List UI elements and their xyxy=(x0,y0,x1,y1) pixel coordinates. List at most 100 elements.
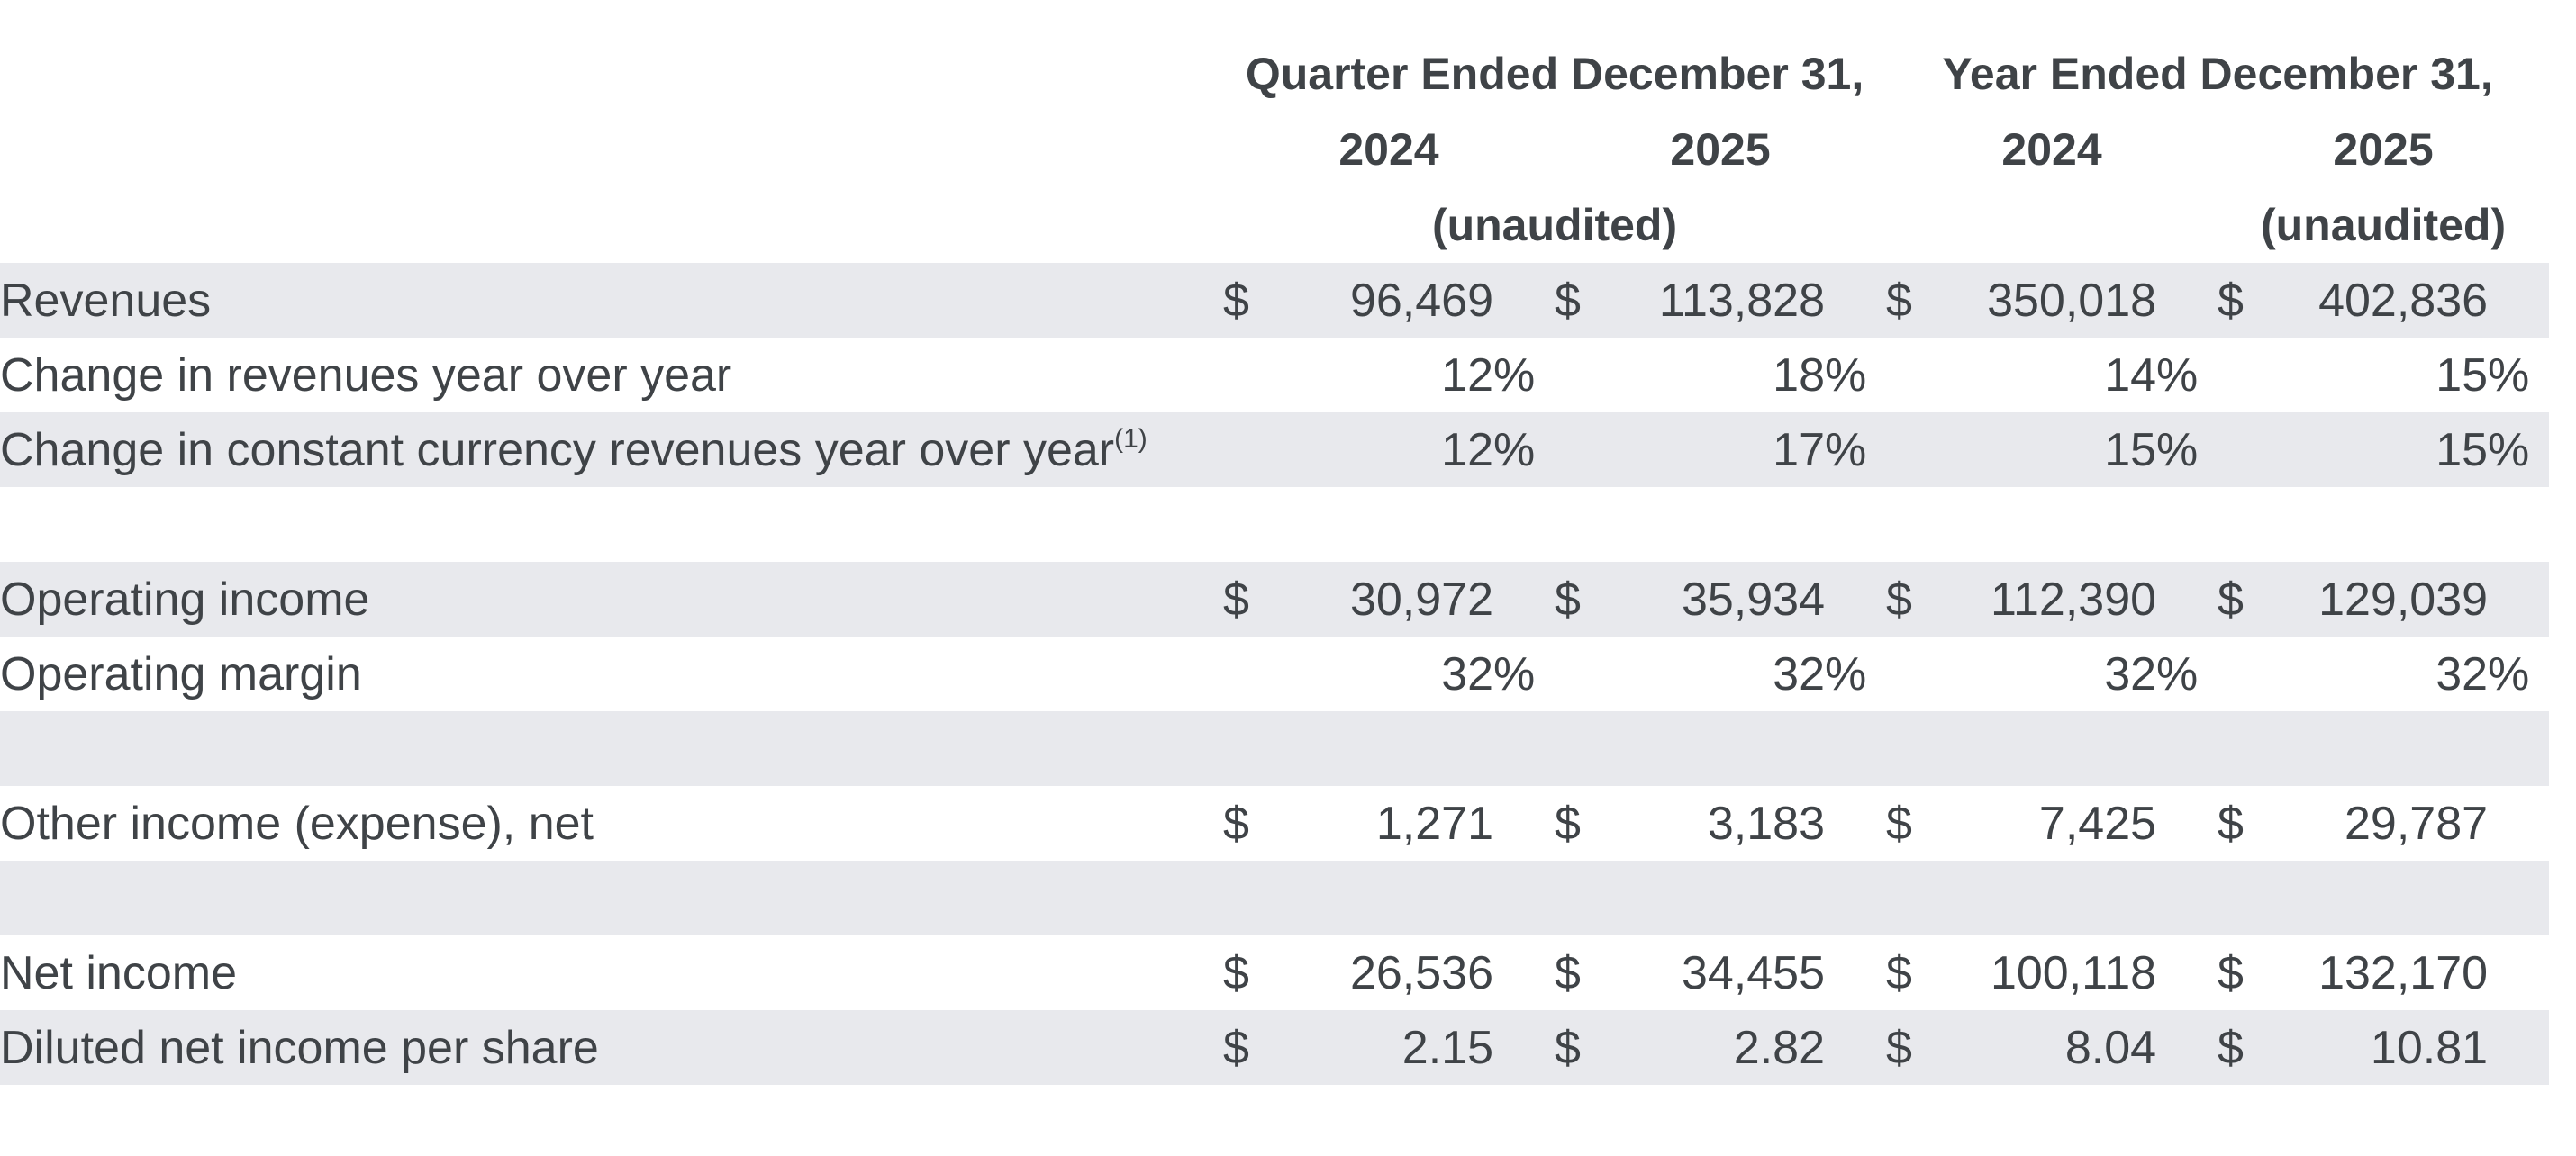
header-year-q1: 2024 xyxy=(1338,124,1439,175)
page: { "header": { "col_groups": [ { "label":… xyxy=(0,36,2576,1156)
table-row: Operating margin 32% 32% 32% 32% xyxy=(0,637,2549,711)
suffix-cell xyxy=(2488,263,2550,338)
currency-symbol-cell: $ xyxy=(1555,263,1619,338)
currency-symbol-cell xyxy=(2218,338,2282,412)
currency-symbol-cell xyxy=(1223,861,1288,935)
header-spacer xyxy=(0,112,1223,187)
value-cell: 10.81 xyxy=(2282,1010,2489,1085)
header-spacer xyxy=(0,187,1223,263)
table-row: Diluted net income per share $2.15 $2.82 $8… xyxy=(0,1010,2550,1085)
value-cell: 132,170 xyxy=(2318,946,2489,999)
suffix-cell xyxy=(1493,1010,1555,1085)
value-cell: 30,972 xyxy=(1288,562,1493,637)
value-cell: 96,469 xyxy=(1288,263,1493,338)
header-year-y1: 2024 xyxy=(2001,124,2102,175)
row-label: Other income (expense), net xyxy=(0,797,594,850)
value-cell: 32 xyxy=(1441,647,1493,700)
value-cell xyxy=(2282,487,2488,562)
suffix-cell xyxy=(2156,562,2218,637)
table-row: Operating income $30,972 $35,934 $112,390 $1… xyxy=(0,562,2550,637)
currency-symbol-cell xyxy=(1886,412,1952,487)
header-year-q2: 2025 xyxy=(1670,124,1771,175)
currency-symbol-cell xyxy=(1555,412,1619,487)
value-cell xyxy=(1951,711,2157,786)
value-cell: 18 xyxy=(1773,348,1825,402)
financial-summary-table: Quarter Ended December 31, Year Ended De… xyxy=(0,36,2550,1085)
value-cell: 32 xyxy=(2104,647,2157,700)
blank-row xyxy=(0,487,2549,562)
row-label: Revenues xyxy=(0,263,1223,338)
value-cell xyxy=(1288,711,1493,786)
suffix-cell: % xyxy=(2156,348,2199,402)
value-cell: 402,836 xyxy=(2282,263,2489,338)
suffix-cell xyxy=(2156,711,2218,786)
suffix-cell xyxy=(1825,861,1887,935)
header-quarter-ended: Quarter Ended December 31, xyxy=(1245,49,1864,99)
unaudited-label-year: (unaudited) xyxy=(2260,200,2507,250)
currency-symbol-cell: $ xyxy=(1555,797,1581,850)
currency-symbol-cell xyxy=(1223,637,1288,711)
table-header: Quarter Ended December 31, Year Ended De… xyxy=(0,36,2549,263)
value-cell: 35,934 xyxy=(1619,562,1825,637)
value-cell: 12 xyxy=(1441,348,1493,402)
suffix-cell: % xyxy=(2488,412,2550,487)
value-cell: 29,787 xyxy=(2345,797,2489,850)
value-cell: 7,425 xyxy=(2038,797,2157,850)
suffix-cell xyxy=(1493,786,1555,861)
suffix-cell: % xyxy=(1493,412,1555,487)
row-label: Operating margin xyxy=(0,647,362,700)
value-cell: 12 xyxy=(1288,412,1493,487)
unaudited-label-quarter: (unaudited) xyxy=(1431,200,1678,250)
value-cell: 17 xyxy=(1619,412,1825,487)
suffix-cell xyxy=(2156,786,2218,861)
suffix-cell xyxy=(1493,263,1555,338)
table-body: Revenues $96,469 $113,828 $350,018 $402,836 C… xyxy=(0,263,2550,1085)
row-label: Change in constant currency revenues yea… xyxy=(0,412,1223,487)
currency-symbol-cell: $ xyxy=(2218,1010,2283,1085)
suffix-cell xyxy=(1825,487,1886,562)
blank-row xyxy=(0,861,2550,935)
suffix-cell xyxy=(1825,786,1886,861)
row-label: Change in revenues year over year xyxy=(0,348,732,402)
suffix-cell xyxy=(2488,711,2550,786)
value-cell xyxy=(1288,861,1493,935)
table-row: Revenues $96,469 $113,828 $350,018 $402,836 xyxy=(0,263,2550,338)
value-cell xyxy=(1288,487,1493,562)
suffix-cell xyxy=(2488,1010,2550,1085)
row-label: Net income xyxy=(0,946,237,999)
suffix-cell xyxy=(1825,935,1886,1010)
suffix-cell xyxy=(2488,487,2549,562)
currency-symbol-cell: $ xyxy=(1223,263,1288,338)
table-row: Other income (expense), net $1,271 $3,183 $… xyxy=(0,786,2549,861)
currency-symbol-cell xyxy=(1886,338,1951,412)
currency-symbol-cell xyxy=(1886,711,1952,786)
value-cell: 14 xyxy=(2104,348,2157,402)
row-label: Operating income xyxy=(0,562,1223,637)
value-cell: 2.82 xyxy=(1619,1010,1825,1085)
suffix-cell xyxy=(1493,861,1555,935)
suffix-cell xyxy=(1825,562,1887,637)
header-years-row: 2024 2025 2024 2025 xyxy=(0,112,2549,187)
value-cell: 1,271 xyxy=(1375,797,1493,850)
suffix-cell: % xyxy=(1825,412,1887,487)
table-row: Net income $26,536 $34,455 $100,118 $132,170 xyxy=(0,935,2549,1010)
currency-symbol-cell: $ xyxy=(1886,263,1952,338)
header-spacer xyxy=(0,36,1223,112)
value-cell: 32 xyxy=(1773,647,1825,700)
suffix-cell: % xyxy=(1493,348,1536,402)
currency-symbol-cell: $ xyxy=(1223,797,1249,850)
value-cell: 32 xyxy=(2435,647,2489,700)
row-label xyxy=(0,487,1223,562)
suffix-cell xyxy=(2156,935,2218,1010)
suffix-cell: % xyxy=(2488,647,2530,700)
value-cell: 15 xyxy=(1951,412,2157,487)
header-period-row: Quarter Ended December 31, Year Ended De… xyxy=(0,36,2549,112)
value-cell: 26,536 xyxy=(1349,946,1493,999)
value-cell xyxy=(1619,487,1825,562)
currency-symbol-cell: $ xyxy=(1223,562,1288,637)
suffix-cell xyxy=(2488,562,2550,637)
currency-symbol-cell xyxy=(2218,861,2283,935)
value-cell: 3,183 xyxy=(1707,797,1825,850)
value-cell: 112,390 xyxy=(1951,562,2157,637)
currency-symbol-cell xyxy=(1555,338,1619,412)
